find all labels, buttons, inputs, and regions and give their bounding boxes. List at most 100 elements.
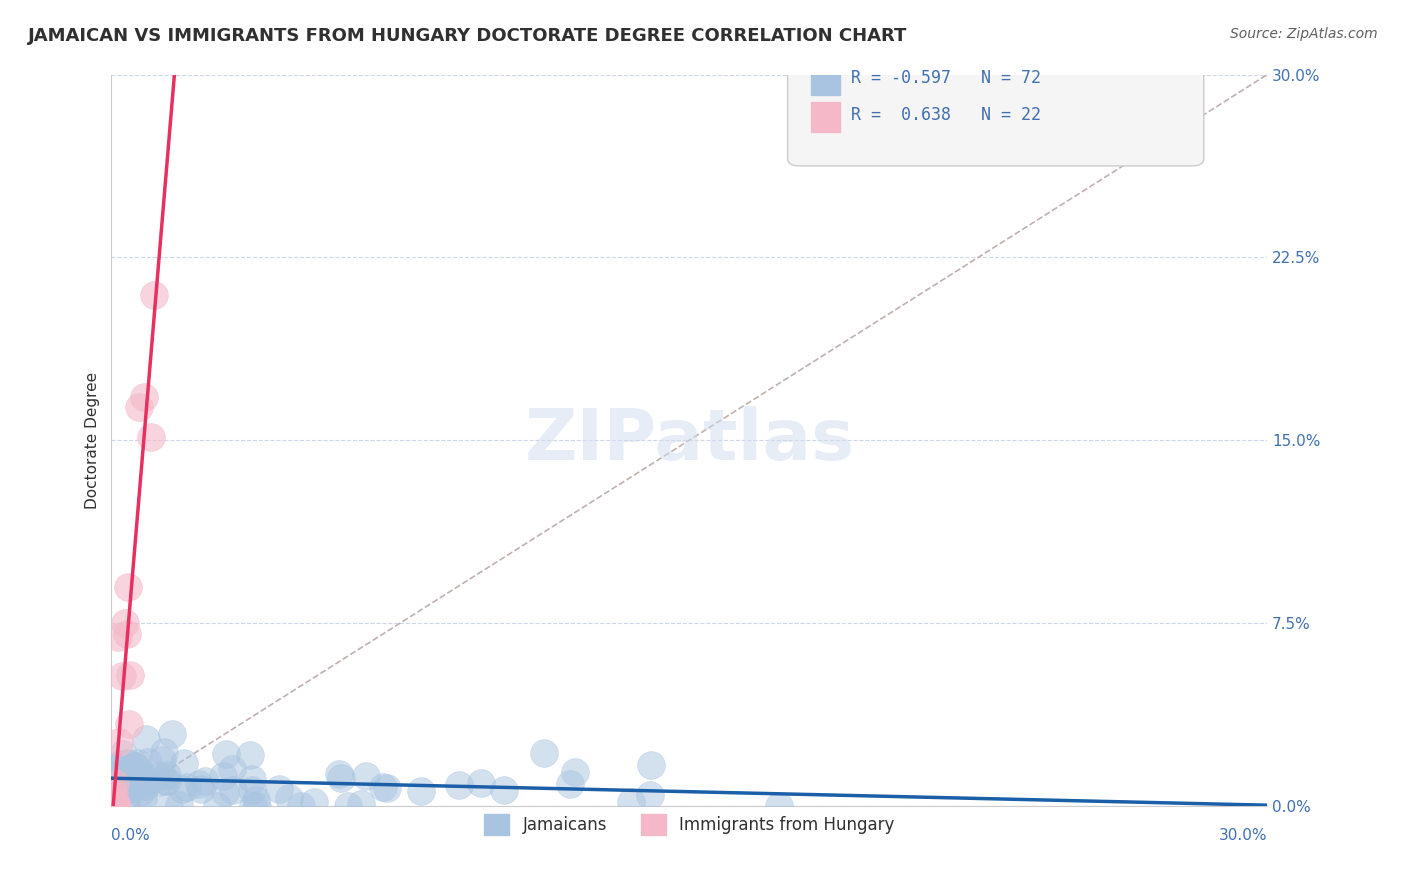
Point: [129, 785, 152, 799]
Text: ZIPatlas: ZIPatlas: [524, 406, 855, 475]
Point: [114, 798, 136, 813]
Point: [105, 769, 128, 783]
Point: [112, 747, 135, 762]
Text: Source: ZipAtlas.com: Source: ZipAtlas.com: [1230, 27, 1378, 41]
Point: [103, 798, 125, 813]
Point: [242, 798, 264, 813]
Point: [104, 758, 127, 772]
Point: [533, 746, 555, 760]
Point: [245, 793, 267, 807]
Point: [190, 782, 212, 797]
Point: [330, 771, 353, 785]
Point: [107, 630, 129, 644]
Point: [150, 753, 173, 767]
Y-axis label: Doctorate Degree: Doctorate Degree: [86, 372, 100, 508]
Point: [239, 748, 262, 763]
Point: [124, 759, 146, 773]
Point: [127, 756, 149, 770]
Point: [142, 287, 165, 301]
FancyBboxPatch shape: [787, 63, 1204, 166]
Point: [124, 758, 146, 772]
Point: [105, 798, 128, 813]
Point: [173, 756, 195, 770]
Point: [135, 732, 157, 747]
Point: [768, 798, 790, 813]
Point: [304, 795, 326, 809]
Point: [160, 727, 183, 741]
Point: [132, 390, 155, 404]
Point: [111, 669, 134, 683]
Point: [240, 772, 263, 786]
Point: [350, 797, 373, 811]
Point: [638, 788, 661, 802]
Point: [176, 780, 198, 794]
Point: [132, 790, 155, 805]
Point: [105, 798, 128, 813]
Point: [470, 776, 492, 790]
Point: [411, 784, 433, 798]
Point: [214, 785, 236, 799]
Point: [494, 783, 516, 797]
Point: [104, 794, 127, 808]
FancyBboxPatch shape: [811, 103, 839, 131]
Point: [103, 789, 125, 803]
Point: [157, 798, 180, 813]
Point: [211, 770, 233, 784]
Legend: Jamaicans, Immigrants from Hungary: Jamaicans, Immigrants from Hungary: [478, 807, 901, 841]
Point: [267, 782, 290, 797]
Point: [136, 756, 159, 770]
Point: [131, 768, 153, 782]
Point: [103, 785, 125, 799]
Point: [564, 764, 586, 779]
Point: [117, 756, 139, 770]
Point: [118, 717, 141, 731]
Text: 0.0%: 0.0%: [111, 828, 150, 843]
Point: [128, 401, 150, 415]
Point: [278, 791, 301, 805]
Text: JAMAICAN VS IMMIGRANTS FROM HUNGARY DOCTORATE DEGREE CORRELATION CHART: JAMAICAN VS IMMIGRANTS FROM HUNGARY DOCT…: [28, 27, 907, 45]
Text: R =  0.638   N = 22: R = 0.638 N = 22: [851, 106, 1042, 124]
Point: [215, 747, 238, 761]
Point: [107, 773, 129, 788]
Point: [104, 775, 127, 789]
Point: [103, 798, 125, 813]
Point: [640, 758, 662, 772]
Point: [111, 756, 134, 771]
Point: [117, 580, 139, 594]
Point: [290, 798, 312, 813]
Point: [121, 782, 143, 797]
Text: R = -0.597   N = 72: R = -0.597 N = 72: [851, 70, 1042, 87]
Point: [620, 795, 643, 809]
Point: [240, 783, 263, 797]
Point: [558, 777, 581, 791]
Point: [141, 430, 163, 444]
Point: [117, 627, 139, 641]
Point: [373, 780, 395, 794]
Point: [169, 798, 191, 813]
Point: [135, 779, 157, 793]
Point: [110, 784, 132, 798]
Point: [103, 798, 125, 813]
Point: [149, 769, 172, 783]
Point: [222, 783, 245, 797]
Point: [153, 745, 176, 759]
Point: [156, 773, 179, 788]
Point: [127, 768, 149, 782]
Point: [108, 735, 131, 749]
Point: [146, 775, 169, 789]
Point: [375, 780, 398, 795]
Point: [246, 798, 269, 813]
Point: [205, 798, 228, 813]
Point: [354, 769, 377, 783]
Point: [337, 798, 360, 813]
Point: [118, 668, 141, 682]
Point: [221, 762, 243, 776]
Point: [153, 773, 176, 788]
FancyBboxPatch shape: [811, 66, 839, 95]
Point: [328, 767, 350, 781]
Point: [103, 798, 125, 813]
Point: [194, 774, 217, 789]
Point: [170, 781, 193, 796]
Point: [156, 768, 179, 782]
Text: 30.0%: 30.0%: [1219, 828, 1267, 843]
